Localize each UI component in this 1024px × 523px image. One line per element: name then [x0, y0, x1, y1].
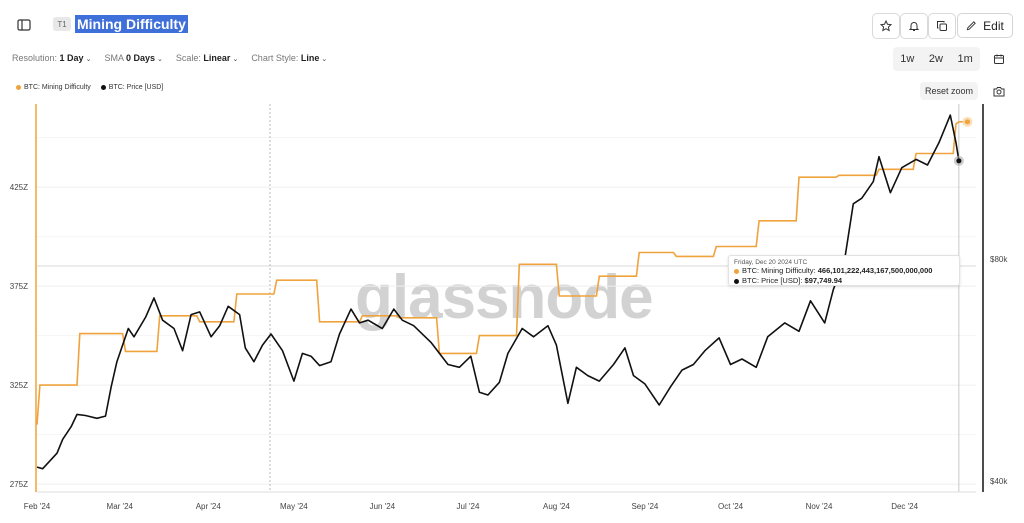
tooltip-difficulty-value: 466,101,222,443,167,500,000,000 — [817, 266, 933, 275]
y-tick-label-right: $80k — [990, 255, 1008, 264]
reset-zoom-button[interactable]: Reset zoom — [920, 82, 978, 100]
chart-style-label: Chart Style: — [251, 53, 299, 63]
price-marker — [956, 158, 962, 164]
edit-label: Edit — [983, 18, 1004, 33]
y-tick-label-left: 375Z — [10, 282, 28, 291]
chart-area[interactable]: 275Z 325Z 375Z 425Z $40k $80k Feb '24 Mar '24 Ap… — [0, 100, 1024, 523]
tooltip-difficulty-label: BTC: Mining Difficulty: — [742, 266, 816, 275]
chart-tooltip: Friday, Dec 20 2024 UTC BTC: Mining Diff… — [728, 255, 960, 286]
screenshot-button[interactable] — [993, 84, 1005, 102]
copy-button[interactable] — [928, 13, 956, 39]
x-tick-label: Nov '24 — [806, 502, 833, 511]
range-2w-button[interactable]: 2w — [928, 53, 943, 65]
edit-button[interactable]: Edit — [957, 13, 1013, 38]
x-tick-label: Dec '24 — [891, 502, 918, 511]
x-tick-label: May '24 — [280, 502, 308, 511]
tooltip-row-difficulty: BTC: Mining Difficulty: 466,101,222,443,… — [734, 266, 954, 276]
chart-style-value: Line — [300, 53, 320, 63]
tooltip-dot — [734, 278, 739, 284]
x-tick-label: Feb '24 — [24, 502, 51, 511]
alert-button[interactable] — [900, 13, 928, 39]
pencil-icon — [966, 21, 976, 31]
tooltip-price-label: BTC: Price [USD]: — [742, 276, 803, 285]
legend-item-price[interactable]: BTC: Price [USD] — [100, 84, 164, 91]
sidebar-toggle-button[interactable] — [10, 12, 38, 38]
chevron-down-icon: ⌄ — [157, 56, 163, 63]
chart-controls: Resolution: 1 Day ⌄ SMA 0 Days ⌄ Scale: Li… — [12, 53, 327, 63]
y-tick-label-left: 325Z — [10, 381, 28, 390]
calendar-icon — [994, 54, 1004, 64]
range-1w-button[interactable]: 1w — [900, 53, 915, 65]
legend-item-difficulty[interactable]: BTC: Mining Difficulty — [16, 84, 91, 91]
x-tick-label: Apr '24 — [196, 502, 222, 511]
watermark: glassnode — [355, 263, 654, 332]
legend-label: BTC: Price [USD] — [108, 84, 164, 91]
scale-label: Scale: — [175, 53, 201, 63]
sma-label: SMA — [104, 53, 124, 63]
x-tick-label: Jun '24 — [370, 502, 396, 511]
sidebar-icon — [17, 19, 31, 31]
x-tick-label: Oct '24 — [718, 502, 744, 511]
legend-label: BTC: Mining Difficulty — [24, 84, 91, 91]
chart-style-dropdown[interactable]: Chart Style: Line ⌄ — [251, 53, 327, 63]
tooltip-price-value: $97,749.94 — [804, 276, 843, 285]
date-picker-button[interactable] — [985, 46, 1013, 72]
series-line-mining-difficulty — [36, 121, 968, 425]
header: T1 Mining Difficulty Edit — [0, 0, 1024, 48]
x-tick-label: Aug '24 — [543, 502, 570, 511]
star-icon — [880, 20, 892, 32]
resolution-label: Resolution: — [12, 53, 58, 63]
chevron-down-icon: ⌄ — [232, 56, 239, 63]
camera-icon — [993, 87, 1005, 97]
page-title[interactable]: Mining Difficulty — [75, 15, 188, 33]
difficulty-marker — [964, 119, 970, 125]
chevron-down-icon: ⌄ — [85, 56, 92, 63]
tooltip-dot — [734, 268, 739, 274]
resolution-value: 1 Day — [59, 53, 84, 63]
resolution-dropdown[interactable]: Resolution: 1 Day ⌄ — [12, 53, 91, 63]
range-1m-button[interactable]: 1m — [957, 53, 973, 65]
scale-dropdown[interactable]: Scale: Linear ⌄ — [176, 53, 238, 63]
legend-dot — [16, 84, 21, 90]
legend-dot — [100, 84, 106, 90]
chart-tag: T1 — [53, 17, 71, 31]
range-selector: 1w 2w 1m — [893, 47, 980, 71]
x-tick-label: Jul '24 — [457, 502, 480, 511]
x-tick-label: Mar '24 — [107, 502, 134, 511]
series-line-price — [36, 114, 960, 470]
y-tick-label-right: $40k — [990, 477, 1008, 486]
chevron-down-icon: ⌄ — [321, 56, 328, 63]
tooltip-date: Friday, Dec 20 2024 UTC — [734, 259, 808, 266]
chart-legend: BTC: Mining Difficulty BTC: Price [USD] — [16, 84, 163, 91]
scale-value: Linear — [203, 53, 231, 63]
favorite-button[interactable] — [872, 13, 900, 39]
tooltip-row-price: BTC: Price [USD]: $97,749.94 — [734, 276, 954, 286]
y-tick-label-left: 425Z — [10, 183, 28, 192]
bell-icon — [908, 22, 920, 31]
sma-value: 0 Days — [125, 53, 156, 63]
sma-dropdown[interactable]: SMA 0 Days ⌄ — [104, 53, 162, 63]
copy-icon — [937, 21, 947, 31]
y-tick-label-left: 275Z — [10, 480, 28, 489]
x-tick-label: Sep '24 — [631, 502, 658, 511]
